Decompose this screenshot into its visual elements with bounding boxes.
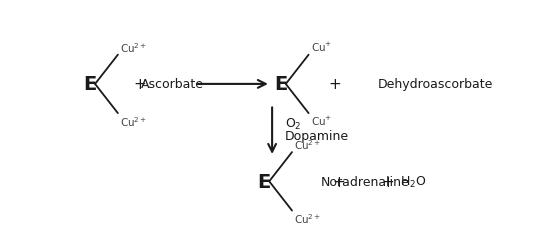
- Text: Dehydroascorbate: Dehydroascorbate: [378, 78, 493, 91]
- Text: +: +: [133, 77, 146, 92]
- Text: +: +: [328, 77, 341, 92]
- Text: Cu$^{2+}$: Cu$^{2+}$: [120, 115, 147, 128]
- Text: H$_2$O: H$_2$O: [400, 174, 426, 189]
- Text: E: E: [274, 75, 287, 94]
- Text: Noradrenaline: Noradrenaline: [321, 175, 410, 188]
- Text: +: +: [332, 174, 345, 189]
- Text: Cu$^{2+}$: Cu$^{2+}$: [294, 212, 322, 225]
- Text: Cu$^{2+}$: Cu$^{2+}$: [294, 138, 322, 152]
- Text: Ascorbate: Ascorbate: [141, 78, 204, 91]
- Text: O$_2$: O$_2$: [285, 117, 301, 132]
- Text: +: +: [382, 174, 395, 189]
- Text: E: E: [258, 172, 271, 191]
- Text: Dopamine: Dopamine: [285, 130, 349, 142]
- Text: Cu$^{+}$: Cu$^{+}$: [311, 115, 332, 128]
- Text: E: E: [83, 75, 97, 94]
- Text: Cu$^{+}$: Cu$^{+}$: [311, 41, 332, 54]
- Text: Cu$^{2+}$: Cu$^{2+}$: [120, 41, 147, 55]
